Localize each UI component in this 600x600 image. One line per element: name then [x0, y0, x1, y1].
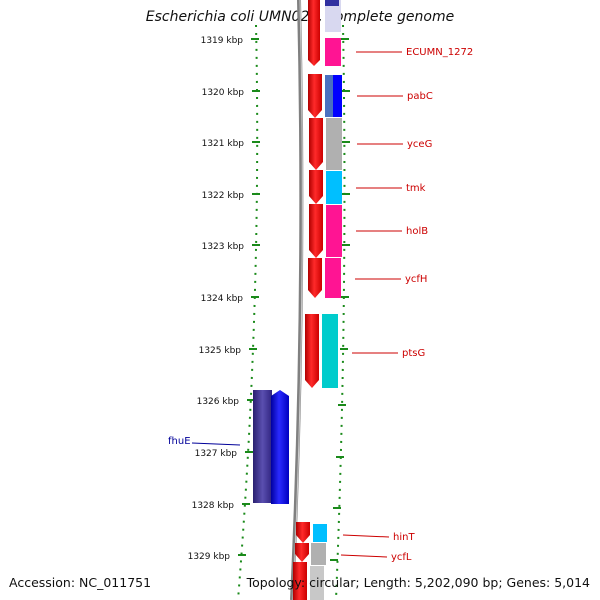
gene-block	[310, 566, 324, 600]
tick-label: 1329 kbp	[188, 552, 231, 562]
gene-block-pabC-a	[325, 75, 333, 117]
fhuE-gene-block	[253, 390, 272, 503]
gene-label-holB: holB	[406, 226, 428, 237]
genome-summary-text: Topology: circular; Length: 5,202,090 bp…	[246, 575, 590, 590]
gene-block-tmk	[326, 171, 342, 204]
strand-arrow	[309, 170, 323, 204]
gene-block-yceG	[326, 118, 342, 170]
gene-label-ycfL: ycfL	[391, 552, 412, 563]
gene-blocks	[310, 0, 342, 600]
gene-block-ycfH	[325, 258, 341, 298]
gene-block-hinT	[313, 524, 327, 542]
strand-arrows	[293, 0, 323, 600]
strand-arrow	[308, 74, 322, 118]
strand-arrow	[308, 0, 320, 66]
gene-label-pabC: pabC	[407, 91, 433, 102]
left-dotted-guide	[237, 24, 259, 600]
gene-labels: ECUMN_1272 pabC yceG tmk holB ycfH ptsG …	[391, 47, 473, 563]
gene-block-pabC	[333, 75, 342, 117]
left-strand-genes	[253, 390, 289, 504]
tick-label: 1322 kbp	[202, 191, 245, 201]
strand-arrow	[295, 543, 309, 562]
gene-block	[325, 0, 341, 32]
fhuE-leader-line	[191, 442, 241, 446]
right-tick-marks	[330, 38, 350, 561]
tick-label: 1327 kbp	[195, 449, 238, 459]
tick-label: 1325 kbp	[199, 346, 242, 356]
strand-arrow	[309, 204, 323, 258]
strand-arrow	[308, 258, 322, 298]
gene-label-fhuE: fhuE	[168, 436, 191, 447]
gene-label-ptsG: ptsG	[402, 348, 425, 359]
gene-label-ycfH: ycfH	[405, 274, 427, 285]
fhuE-strand-arrow	[271, 390, 289, 504]
tick-labels: 1319 kbp 1320 kbp 1321 kbp 1322 kbp 1323…	[188, 36, 245, 562]
strand-arrow	[305, 314, 319, 388]
leader-lines	[340, 51, 403, 558]
right-dotted-guide	[335, 24, 346, 600]
genome-backbone	[290, 0, 304, 600]
tick-label: 1326 kbp	[197, 397, 240, 407]
gene-block	[325, 0, 339, 6]
genome-backbone-highlight	[292, 0, 303, 600]
left-tick-marks	[238, 38, 260, 556]
tick-label: 1321 kbp	[202, 139, 245, 149]
gene-label-hinT: hinT	[393, 532, 415, 543]
accession-text: Accession: NC_011751	[9, 575, 152, 590]
tick-label: 1328 kbp	[192, 501, 235, 511]
gene-label-yceG: yceG	[407, 139, 432, 150]
tick-label: 1320 kbp	[202, 88, 245, 98]
strand-arrow	[296, 522, 310, 543]
gene-block-ycfL	[311, 543, 326, 565]
strand-arrow	[309, 118, 323, 170]
gene-block-holB	[326, 205, 342, 257]
tick-label: 1324 kbp	[201, 294, 244, 304]
gene-label-ECUMN_1272: ECUMN_1272	[406, 47, 473, 58]
gene-label-tmk: tmk	[406, 183, 426, 194]
tick-label: 1323 kbp	[202, 242, 245, 252]
gene-block-ECUMN_1272	[325, 38, 341, 66]
gene-block-ptsG	[322, 314, 338, 388]
strand-arrow	[293, 562, 307, 600]
tick-label: 1319 kbp	[201, 36, 244, 46]
